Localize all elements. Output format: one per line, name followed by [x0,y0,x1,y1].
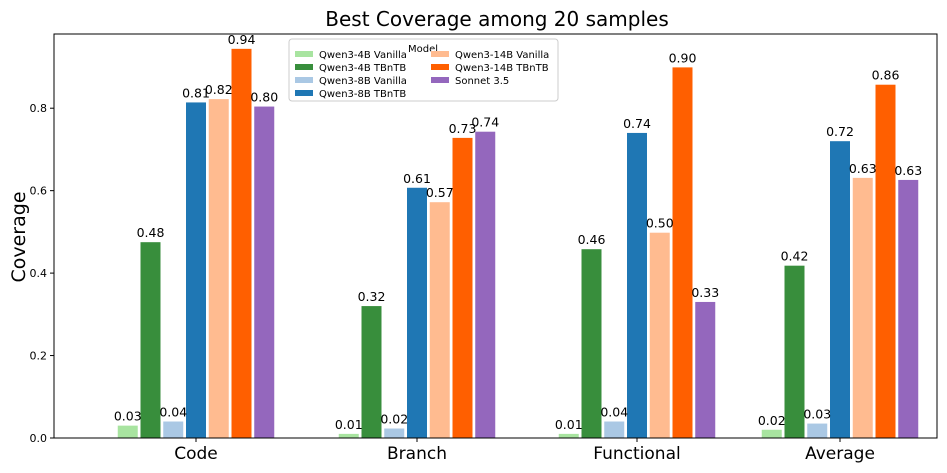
bar [361,306,382,438]
chart-title: Best Coverage among 20 samples [325,7,668,31]
legend-swatch [431,64,449,70]
bar-value-label: 0.50 [646,216,674,231]
bar [117,425,138,438]
legend-entry-label: Qwen3-8B TBnTB [319,89,406,100]
y-tick-label: 0.6 [30,185,48,198]
legend-swatch [431,51,449,57]
y-axis-ticks: 0.0 0.2 0.4 0.6 0.8 [30,102,54,445]
bar-value-label: 0.63 [849,161,877,176]
bar [384,428,405,438]
bar [452,137,473,438]
legend-entry-label: Qwen3-14B Vanilla [455,50,549,61]
x-tick-label: Functional [593,444,680,464]
x-tick-label: Code [174,444,218,464]
data-labels: 0.03 0.48 0.04 0.810.82 0.94 0.80 0.01 0.32 0.02… [114,32,922,432]
bar-marks [117,48,919,439]
bar-value-label: 0.81 [182,85,210,100]
y-tick-label: 0.4 [30,267,48,280]
x-tick-label: Branch [387,444,447,464]
x-tick-label: Average [805,444,875,464]
legend-swatch [295,77,313,83]
bar-value-label: 0.73 [449,121,477,136]
bar-value-label: 0.02 [380,412,408,427]
x-axis-ticks: Code Branch Functional Average [174,438,875,464]
legend-swatch [295,64,313,70]
bar [407,187,427,438]
bar-value-label: 0.63 [894,163,922,178]
bar-value-label: 0.04 [600,405,628,420]
bar-value-label: 0.74 [623,116,651,131]
bar-value-label: 0.82 [205,82,233,97]
bar [581,249,602,438]
bar-value-label: 0.74 [471,115,499,130]
legend-swatch [295,51,313,57]
bar-value-label: 0.03 [803,407,831,422]
bar-value-label: 0.03 [114,409,142,424]
legend-swatch [295,90,313,96]
bar [475,131,496,439]
bar [784,265,805,438]
y-tick-label: 0.8 [30,102,48,115]
bar [208,99,229,438]
bar-value-label: 0.01 [335,417,363,432]
legend-title: Model [408,44,438,55]
bar-value-label: 0.72 [826,124,854,139]
bar-value-label: 0.61 [403,171,431,186]
bar-value-label: 0.32 [358,289,386,304]
bar [429,202,450,438]
bar-value-label: 0.33 [691,285,719,300]
legend-entry-label: Qwen3-4B Vanilla [319,50,407,61]
bar [898,179,919,438]
y-tick-label: 0.2 [30,350,48,363]
legend-entry-label: Sonnet 3.5 [455,76,509,87]
bar [231,48,252,438]
bar [761,429,782,438]
legend-entry-label: Qwen3-14B TBnTB [455,63,549,74]
bar-value-label: 0.48 [137,225,165,240]
bar [254,106,275,438]
legend: Model Qwen3-4B Vanilla Qwen3-4B TBnTB Qwen… [288,38,559,102]
bar-value-label: 0.94 [228,32,256,47]
legend-entry-label: Qwen3-4B TBnTB [319,63,406,74]
bar-value-label: 0.04 [159,405,187,420]
bar-value-label: 0.57 [426,185,454,200]
bar [338,433,359,438]
bar-value-label: 0.90 [669,50,697,65]
bar [649,232,670,438]
bar-value-label: 0.02 [758,413,786,428]
bar [163,421,184,438]
legend-box [288,38,559,102]
bar [558,433,579,438]
y-tick-label: 0.0 [30,432,48,445]
bar-value-label: 0.01 [555,417,583,432]
legend-entry-label: Qwen3-8B Vanilla [319,76,407,87]
bar-value-label: 0.42 [781,249,809,264]
bar [604,421,625,438]
bar-value-label: 0.86 [872,68,900,83]
bar [807,423,828,438]
bar [830,141,850,439]
bar-value-label: 0.80 [250,90,278,105]
bar [627,132,647,438]
legend-swatch [431,77,449,83]
bar [672,67,693,438]
bar [875,84,896,439]
y-axis-label: Coverage [8,191,30,282]
bar [852,177,873,438]
bar [186,102,206,439]
bar-value-label: 0.46 [578,232,606,247]
bar [695,301,716,438]
plot-frame [53,33,938,439]
bar [140,242,161,438]
